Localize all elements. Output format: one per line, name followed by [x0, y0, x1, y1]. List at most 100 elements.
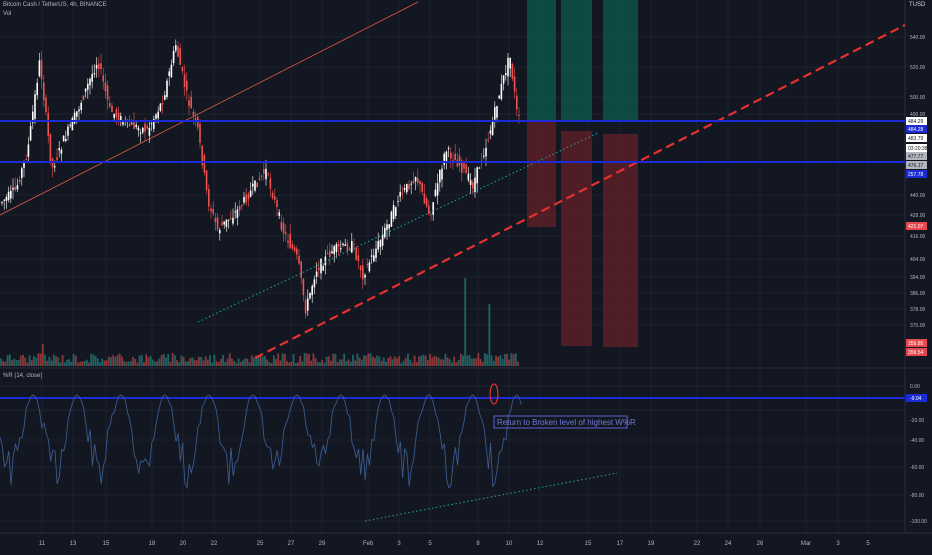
volume-bar — [400, 362, 403, 366]
volume-bar — [200, 356, 203, 366]
candle-body — [87, 83, 89, 90]
candle-body — [128, 124, 131, 126]
time-axis-label: 15 — [103, 541, 110, 547]
candle-body — [113, 113, 115, 119]
candle-body — [315, 271, 318, 277]
candle-body — [331, 251, 333, 254]
volume-bar — [0, 358, 2, 366]
candle-body — [234, 211, 236, 213]
candle-body — [392, 205, 395, 220]
volume-bar — [165, 357, 167, 366]
candle-body — [423, 193, 426, 204]
time-axis-label: 3 — [836, 541, 840, 547]
candle-body — [190, 96, 192, 109]
volume-bar — [101, 358, 104, 366]
volume-bar — [149, 355, 152, 366]
candle-body — [199, 123, 201, 143]
volume-bar — [195, 360, 198, 366]
volume-bar — [15, 360, 18, 366]
volume-bar — [132, 357, 134, 366]
candle-body — [300, 261, 302, 278]
candle-body — [102, 75, 104, 82]
volume-bar — [202, 360, 205, 366]
volume-bar — [182, 356, 185, 366]
candle-body — [214, 217, 217, 223]
volume-bar — [365, 355, 368, 366]
volume-bar — [477, 353, 480, 366]
volume-bar — [154, 361, 156, 366]
volume-bar — [374, 358, 376, 366]
candle-body — [368, 262, 371, 272]
volume-bar — [50, 360, 53, 366]
candle-body — [232, 217, 234, 224]
time-axis-label: Mar — [801, 541, 811, 547]
volume-bar — [70, 361, 73, 366]
volume-bar — [13, 358, 16, 366]
candle-body — [227, 219, 230, 221]
candle-body — [463, 162, 465, 169]
oscillator — [0, 394, 522, 490]
candle-body — [40, 59, 43, 80]
candle-body — [304, 299, 307, 314]
stop-zone — [527, 121, 556, 227]
volume-bar — [151, 359, 154, 366]
volume-bar — [92, 354, 95, 366]
candle-body — [122, 121, 124, 125]
candle-body — [285, 232, 287, 234]
candle-body — [318, 267, 320, 271]
candle-body — [168, 71, 170, 76]
candle-body — [10, 190, 12, 199]
candle-body — [357, 255, 360, 261]
candle-body — [507, 57, 509, 77]
volume-bar — [391, 359, 394, 366]
candle-body — [491, 120, 494, 136]
candle-body — [386, 224, 388, 231]
candle-body — [223, 221, 225, 225]
volume-bar — [187, 361, 189, 366]
volume-bar — [497, 356, 500, 366]
candle-body — [340, 248, 342, 250]
time-axis-label: 15 — [585, 541, 592, 547]
volume-bar — [103, 360, 106, 366]
volume-bar — [107, 356, 110, 366]
volume-bar — [167, 353, 170, 366]
time-axis-label: 22 — [694, 541, 701, 547]
volume-bar — [312, 353, 315, 366]
candle-body — [366, 263, 368, 265]
candle-body — [80, 102, 82, 111]
volume-bar — [431, 357, 434, 366]
time-axis-label: 26 — [757, 541, 764, 547]
candle-body — [443, 153, 445, 165]
trend-line-dotted — [197, 132, 599, 323]
volume-bar — [136, 362, 139, 366]
candle-body — [106, 85, 109, 100]
volume-bar — [451, 362, 453, 366]
currency-label[interactable]: TUSD — [909, 2, 926, 8]
volume-bar — [404, 358, 407, 366]
time-axis-label: 8 — [476, 541, 480, 547]
candle-body — [62, 135, 65, 142]
oscillator-tick-label: -40.00 — [910, 438, 924, 444]
volume-bar — [121, 356, 123, 366]
volume-bar — [19, 355, 22, 366]
candle-body — [157, 111, 159, 119]
volume-bar — [158, 358, 161, 366]
candle-body — [146, 126, 148, 129]
volume-bar — [389, 356, 392, 366]
oscillator-value-label: -9.04 — [910, 396, 922, 402]
candle-body — [247, 194, 250, 200]
volume-bar — [8, 354, 11, 366]
time-axis-label: 3 — [397, 541, 401, 547]
volume-bar — [85, 359, 88, 366]
oscillator-tick-label: -20.00 — [910, 418, 924, 424]
volume-bar — [44, 354, 46, 366]
price-badge — [906, 222, 927, 230]
volume-bar — [444, 354, 447, 366]
volume-bar — [59, 362, 62, 366]
candle-body — [252, 183, 254, 187]
volume-bar — [248, 362, 251, 366]
candle-body — [351, 241, 353, 253]
candle-body — [320, 258, 322, 274]
